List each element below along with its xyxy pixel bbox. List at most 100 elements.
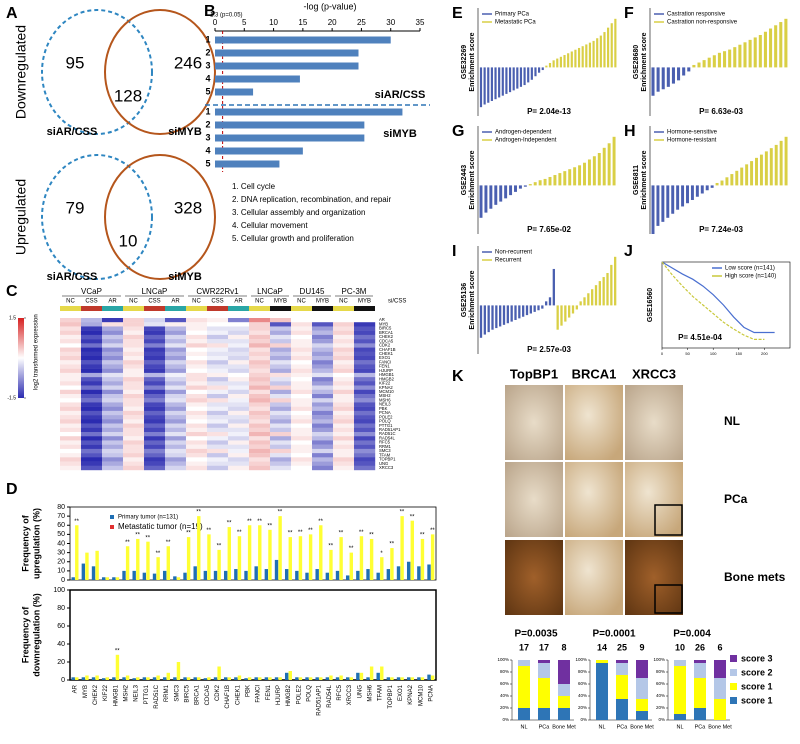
y-tick-label: 100% [497,657,509,662]
y-tick-label: 50 [57,531,65,538]
heat-cell [228,410,250,416]
bar [305,677,309,680]
heat-cell [291,377,313,382]
bar [132,570,136,580]
x-tick-label: POLQ [306,685,312,702]
condition-bar [249,306,270,311]
heat-cell [102,440,124,445]
condition-label: AR [108,299,117,305]
x-tick-label: 0 [213,18,218,27]
x-tick-label: 50 [685,351,690,356]
heat-cell [354,385,376,390]
heat-cell [333,432,355,437]
bar [176,662,181,680]
heat-cell [249,364,271,369]
x-tick-label: NL [598,724,605,730]
heat-cell [291,330,313,336]
y-tick-label: 0% [502,717,509,722]
bar [234,569,238,580]
y-axis-title: Frequency of [20,606,30,664]
bar [264,677,269,680]
x-tick-label: FEN1 [266,684,272,700]
heat-cell [81,410,103,416]
heat-cell [312,372,334,378]
heat-cell [207,440,229,445]
bar [215,108,403,116]
heat-cell [270,453,292,458]
bar-segment [616,660,628,663]
x-tick-label: BRCA1 [195,684,201,705]
bar-segment [714,678,726,699]
bar [132,678,136,680]
heat-cell [228,419,250,424]
venn-count: 128 [114,86,142,105]
heat-cell [207,457,229,462]
heat-cell [207,465,229,471]
column-label: BRCA1 [572,366,617,381]
heat-cell [249,347,271,352]
heat-cell [144,419,166,424]
heat-cell [354,406,376,412]
bar [173,677,177,680]
threshold-label: 1.3 (p=0.05) [210,13,243,19]
heat-cell [333,377,355,382]
heat-cell [81,364,103,369]
significance: ** [227,521,232,527]
heat-cell [312,318,334,323]
x-tick-label: 100 [710,351,717,356]
bar [215,147,303,155]
heat-cell [186,394,208,399]
bar [369,666,374,680]
heat-cell [354,440,376,445]
bar [115,654,120,680]
condition-bar [60,306,81,311]
row-label: 1 [205,34,210,44]
legend-item: 1. Cell cycle [232,182,276,191]
bar [142,677,147,680]
heat-cell [102,385,124,390]
heat-cell [60,406,82,412]
heat-cell [144,351,166,357]
significance: ** [400,510,405,516]
heat-cell [102,415,124,420]
heat-cell [333,415,355,420]
heat-cell [291,360,313,365]
bar [264,569,269,580]
heat-cell [354,398,376,403]
bar [268,529,272,580]
heat-cell [123,394,145,399]
bar [215,36,391,44]
heat-cell [333,453,355,458]
heat-cell [102,410,124,416]
bar [288,537,292,580]
bar [295,570,299,580]
panel-label: F [624,5,634,22]
bar [203,678,208,680]
venn-count: 246 [174,53,202,72]
heat-cell [102,360,124,365]
heat-cell [249,440,271,445]
bar [215,88,254,96]
heat-cell [207,419,229,424]
bar [186,537,191,580]
heat-cell [291,322,313,327]
heat-cell [270,351,292,357]
heat-cell [81,389,103,395]
bar [247,677,252,680]
heat-cell [102,368,124,374]
bar [136,677,140,680]
bar [91,677,96,680]
heat-cell [186,377,208,382]
x-tick-label: FANCI [256,685,262,703]
bar [81,563,86,580]
p-value: P= 2.04e-13 [527,107,571,116]
gene-label: SMC3 [379,448,391,453]
heat-cell [81,406,103,412]
heat-cell [249,326,271,331]
heat-cell [144,436,166,441]
gene-label: EXO1 [379,355,391,360]
heat-cell [312,415,334,420]
condition-bar [144,306,165,311]
gene-label: RAD54L [379,435,395,440]
heat-cell [186,398,208,403]
